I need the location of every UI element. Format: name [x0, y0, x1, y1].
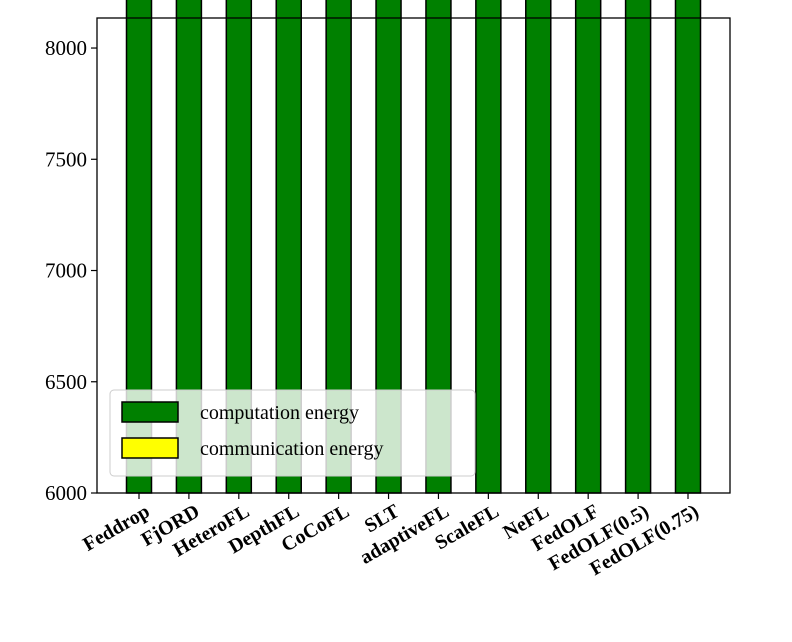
- bar-segment: [574, 0, 602, 494]
- y-tick-label: 6000: [45, 481, 87, 505]
- legend-swatch: [121, 437, 179, 459]
- bar-segment: [624, 0, 652, 494]
- bar-segment: [674, 0, 702, 494]
- y-tick-label: 6500: [45, 370, 87, 394]
- bar-segment: [525, 0, 552, 494]
- y-tick-label: 7000: [45, 259, 87, 283]
- legend-box: [109, 389, 476, 477]
- legend-label: computation energy: [200, 402, 359, 424]
- bar-segment: [475, 0, 502, 494]
- y-tick-label: 7500: [45, 147, 87, 171]
- plot-frame: [96, 17, 731, 494]
- legend-label: communication energy: [200, 438, 383, 460]
- legend-swatch: [121, 401, 179, 423]
- y-tick-label: 8000: [45, 36, 87, 60]
